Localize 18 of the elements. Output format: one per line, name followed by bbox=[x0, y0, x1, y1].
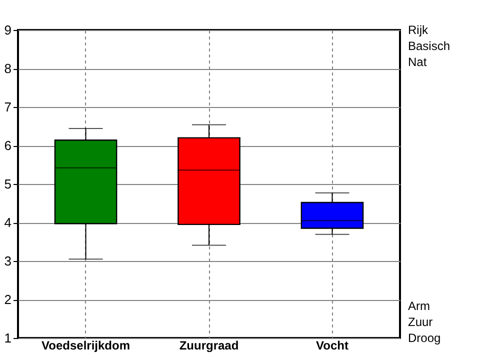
y-tick-label: 2 bbox=[4, 292, 12, 307]
text: Arm bbox=[408, 299, 430, 313]
y-tick-label: 6 bbox=[4, 138, 12, 153]
text: Zuur bbox=[408, 315, 433, 329]
text: Nat bbox=[408, 55, 428, 69]
y-tick-label: 9 bbox=[4, 22, 12, 38]
text: Basisch bbox=[408, 39, 450, 53]
y-tick-label: 1 bbox=[4, 330, 12, 346]
text: Rijk bbox=[408, 23, 429, 37]
y-tick-label: 5 bbox=[4, 176, 12, 192]
x-tick-label: Voedselrijkdom bbox=[42, 338, 130, 352]
y-tick-label: 4 bbox=[4, 215, 12, 230]
y-tick-label: 7 bbox=[4, 100, 12, 114]
x-tick-label: Vocht bbox=[316, 338, 348, 352]
y-tick-label: 3 bbox=[4, 254, 12, 268]
y-tick-label: 8 bbox=[4, 61, 12, 76]
text: Droog bbox=[408, 331, 441, 345]
x-tick-label: Zuurgraad bbox=[179, 338, 239, 352]
